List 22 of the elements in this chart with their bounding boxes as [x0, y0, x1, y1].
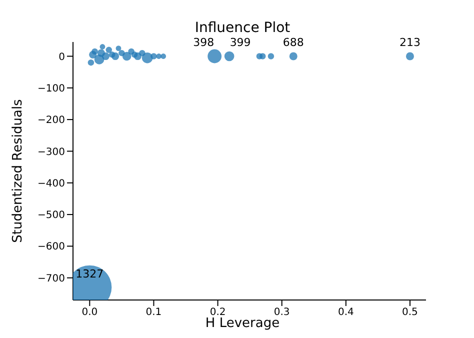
annotation: 398: [193, 36, 214, 50]
x-tick-label: 0.1: [146, 307, 162, 318]
annotation: 1327: [76, 267, 104, 280]
y-tick-label: −100: [38, 83, 65, 94]
x-tick-label: 0.3: [274, 307, 290, 318]
y-tick-label: −200: [38, 115, 65, 126]
annotation: 213: [399, 36, 420, 50]
y-tick-label: −400: [38, 178, 65, 190]
annotation: 399: [230, 36, 251, 50]
y-tick-label: −300: [38, 146, 65, 158]
y-axis-title: Studentized Residuals: [10, 99, 26, 243]
y-tick-label: 0: [58, 52, 65, 63]
chart-title: Influence Plot: [194, 20, 292, 36]
y-tick-label: −600: [38, 242, 65, 253]
annotation: 688: [282, 36, 304, 50]
x-tick-label: 0.4: [338, 307, 354, 318]
x-axis-title: H Leverage: [205, 316, 280, 331]
y-tick-label: −700: [38, 273, 65, 284]
x-tick-label: 0.0: [82, 307, 98, 318]
x-tick-label: 0.2: [210, 307, 226, 318]
y-tick-label: −500: [38, 210, 65, 222]
x-tick-label: 0.5: [402, 307, 418, 318]
